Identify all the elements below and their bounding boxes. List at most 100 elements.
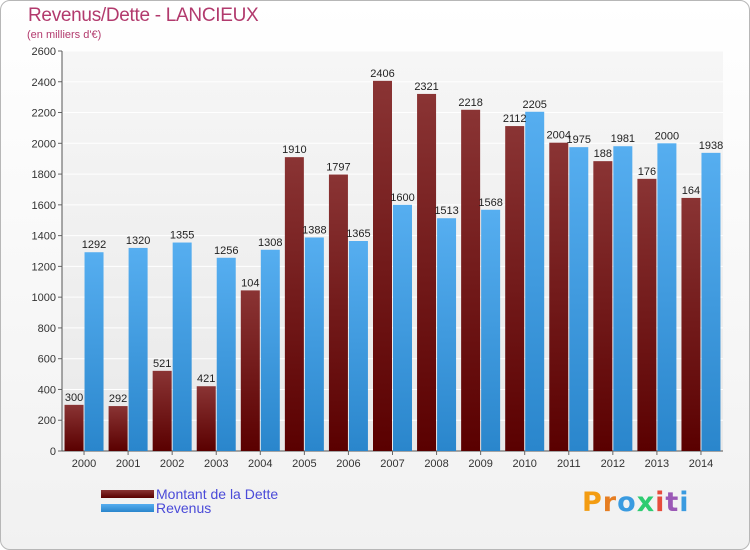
bar-debt xyxy=(152,370,172,451)
y-tick-label: 1200 xyxy=(32,261,56,273)
y-tick-label: 2600 xyxy=(32,46,56,58)
data-label-debt: 2004 xyxy=(547,130,571,142)
data-label-revenue: 1981 xyxy=(611,133,635,145)
legend-swatch-debt xyxy=(101,490,154,498)
data-label-debt: 421 xyxy=(197,373,215,385)
chart-title: Revenus/Dette - LANCIEUX xyxy=(28,5,259,26)
x-tick-label: 2012 xyxy=(601,458,625,470)
y-tick-label: 2000 xyxy=(32,138,56,150)
y-tick-label: 1800 xyxy=(32,169,56,181)
bar-revenue xyxy=(701,152,721,451)
data-label-revenue: 1320 xyxy=(126,235,150,247)
logo-letter: x xyxy=(636,487,656,518)
y-tick-label: 800 xyxy=(38,323,56,335)
data-label-debt: 292 xyxy=(109,393,127,405)
data-label-debt: 2321 xyxy=(414,81,438,93)
data-label-debt: 164 xyxy=(682,185,700,197)
data-label-revenue: 1308 xyxy=(258,237,282,249)
data-label-revenue: 1256 xyxy=(214,245,238,257)
bar-debt xyxy=(593,161,613,451)
bar-revenue xyxy=(128,247,148,451)
bar-revenue xyxy=(569,147,589,451)
bar-debt xyxy=(284,157,304,451)
bar-debt xyxy=(505,126,525,452)
x-tick-label: 2009 xyxy=(468,458,492,470)
bar-revenue xyxy=(304,237,324,451)
y-tick-label: 2400 xyxy=(32,77,56,89)
bar-debt xyxy=(328,174,348,452)
x-tick-label: 2008 xyxy=(424,458,448,470)
bar-debt xyxy=(108,406,128,451)
plot-area xyxy=(62,51,723,451)
data-label-revenue: 1938 xyxy=(699,140,723,152)
data-label-revenue: 2205 xyxy=(522,99,546,111)
data-label-debt: 1797 xyxy=(326,162,350,174)
bar-revenue xyxy=(216,257,236,451)
x-tick-label: 2014 xyxy=(689,458,713,470)
bar-debt xyxy=(549,142,569,451)
logo-letter: t xyxy=(665,487,680,518)
y-tick-label: 600 xyxy=(38,354,56,366)
bar-debt xyxy=(240,290,260,451)
y-tick-label: 1400 xyxy=(32,231,56,243)
bar-debt xyxy=(64,404,84,451)
x-tick-label: 2006 xyxy=(336,458,360,470)
bar-revenue xyxy=(481,209,501,451)
x-tick-label: 2011 xyxy=(557,458,581,470)
legend-swatch-revenue xyxy=(101,504,154,512)
data-label-revenue: 2000 xyxy=(655,130,679,142)
bar-debt xyxy=(681,197,701,451)
x-tick-label: 2004 xyxy=(248,458,272,470)
data-label-revenue: 1292 xyxy=(82,239,106,251)
bar-revenue xyxy=(525,111,545,452)
data-label-debt: 2218 xyxy=(458,97,482,109)
y-tick-label: 2200 xyxy=(32,108,56,120)
bar-revenue xyxy=(84,252,104,451)
data-label-debt: 521 xyxy=(153,358,171,370)
bar-revenue xyxy=(437,218,457,451)
bar-revenue xyxy=(657,143,677,452)
bar-debt xyxy=(373,80,392,451)
x-tick-label: 2005 xyxy=(292,458,316,470)
x-tick-label: 2002 xyxy=(160,458,184,470)
legend-label-debt: Montant de la Dette xyxy=(156,486,279,502)
bar-debt xyxy=(417,93,437,451)
y-tick-label: 1000 xyxy=(32,292,56,304)
data-label-revenue: 1388 xyxy=(302,224,326,236)
data-label-debt: 1910 xyxy=(282,144,306,156)
x-tick-label: 2000 xyxy=(72,458,96,470)
bar-revenue xyxy=(172,242,192,451)
logo-letter: i xyxy=(679,487,690,518)
logo-letter: i xyxy=(655,487,666,518)
data-label-revenue: 1355 xyxy=(170,230,194,242)
data-label-revenue: 1975 xyxy=(567,134,591,146)
x-tick-label: 2003 xyxy=(204,458,228,470)
y-tick-label: 200 xyxy=(38,415,56,427)
logo-letter: P xyxy=(582,487,603,518)
bar-revenue xyxy=(393,204,412,451)
bar-revenue xyxy=(260,249,280,451)
data-label-revenue: 1600 xyxy=(390,192,414,204)
chart-subtitle: (en milliers d'€) xyxy=(27,29,102,41)
bar-debt xyxy=(637,178,657,451)
y-tick-label: 400 xyxy=(38,384,56,396)
logo-letter: o xyxy=(617,487,637,518)
data-label-revenue: 1365 xyxy=(346,228,370,240)
data-label-debt: 2406 xyxy=(370,68,394,80)
y-tick-label: 0 xyxy=(50,446,56,458)
data-label-debt: 300 xyxy=(65,392,83,404)
bar-debt xyxy=(196,386,216,451)
bar-revenue xyxy=(348,241,368,451)
x-tick-label: 2001 xyxy=(116,458,140,470)
bar-debt xyxy=(461,109,481,452)
data-label-debt: 2112 xyxy=(503,113,527,125)
x-tick-label: 2007 xyxy=(380,458,404,470)
data-label-debt: 176 xyxy=(638,166,656,178)
y-tick-label: 1600 xyxy=(32,200,56,212)
x-tick-label: 2013 xyxy=(645,458,669,470)
bar-revenue xyxy=(613,146,633,451)
x-tick-label: 2010 xyxy=(512,458,536,470)
proxiti-logo: Proxiti xyxy=(582,487,690,518)
